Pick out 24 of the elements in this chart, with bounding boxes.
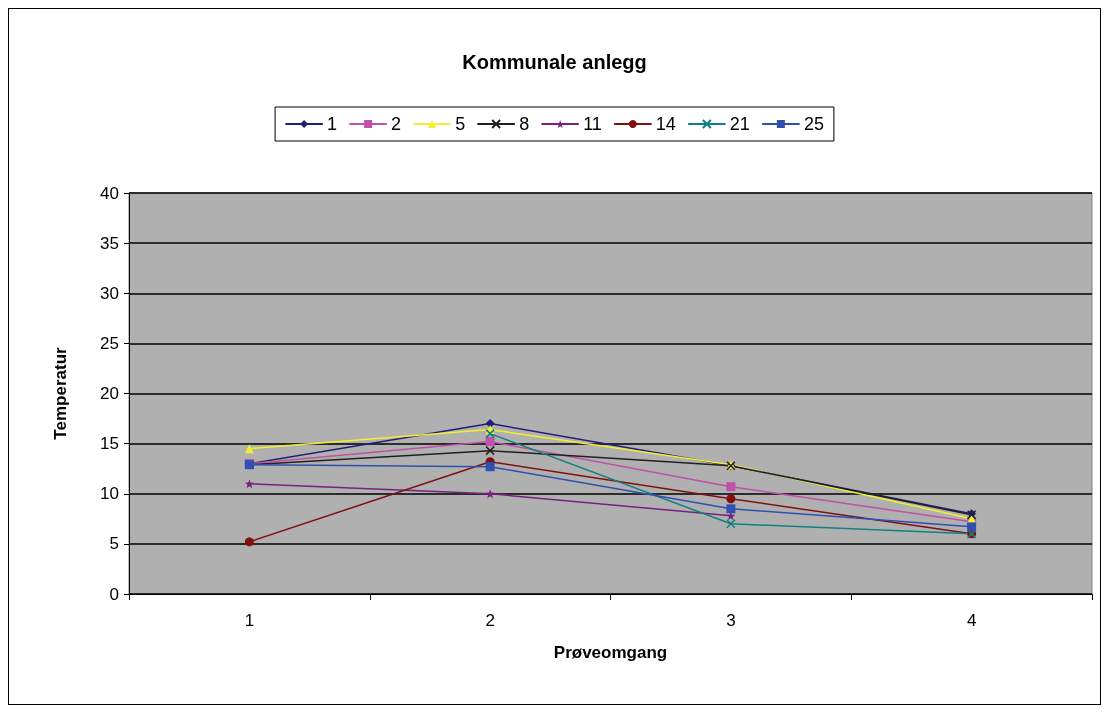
legend-label: 14 [655, 114, 676, 134]
legend-label: 25 [803, 114, 824, 134]
legend-label: 1 [327, 114, 338, 134]
y-tick-label: 10 [100, 484, 119, 504]
y-tick-label: 35 [100, 233, 119, 253]
legend-label: 11 [583, 114, 602, 134]
legend-label: 21 [729, 114, 750, 134]
y-tick-label: 0 [109, 584, 119, 604]
y-tick-label: 20 [100, 384, 119, 403]
y-tick-label: 40 [100, 183, 119, 203]
y-tick-label: 5 [109, 534, 119, 554]
y-tick-label: 15 [100, 434, 119, 454]
legend-label: 5 [455, 114, 466, 134]
x-tick-label: 1 [244, 611, 255, 630]
x-tick-label: 4 [966, 611, 977, 630]
legend-label: 8 [519, 114, 530, 134]
x-axis-title: Prøveomgang [553, 643, 668, 662]
y-tick-label: 25 [100, 333, 119, 353]
x-tick-label: 3 [726, 611, 736, 630]
y-tick-label: 30 [100, 283, 119, 303]
chart-title: Kommunale anlegg [462, 51, 647, 73]
x-tick-label: 2 [485, 611, 495, 630]
y-axis-title: Temperatur [51, 346, 70, 440]
legend-label: 2 [391, 114, 402, 134]
